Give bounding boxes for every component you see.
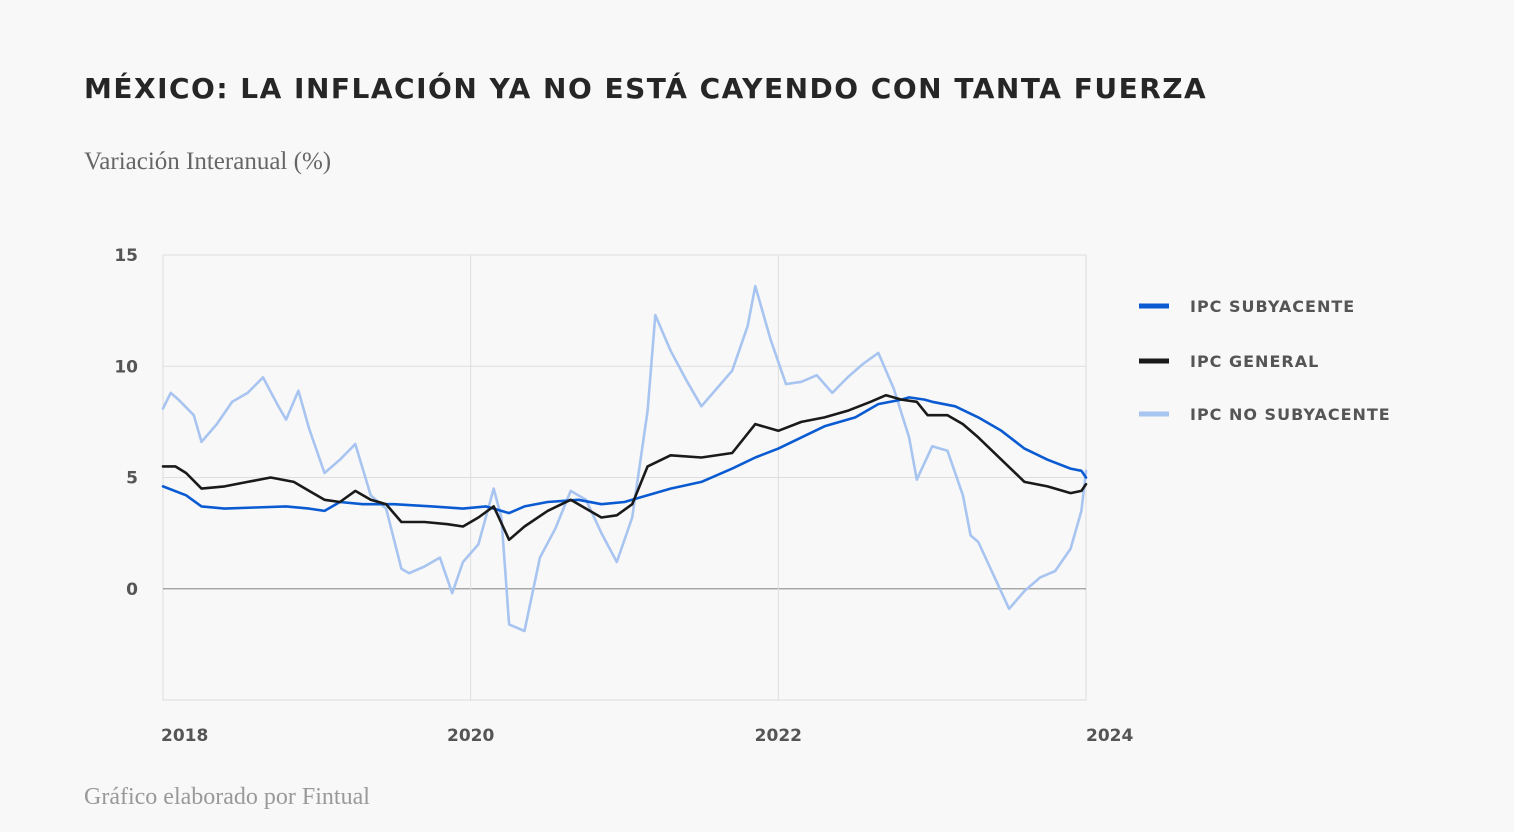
y-tick-label: 15	[114, 246, 138, 266]
x-tick-label: 2024	[1086, 726, 1133, 746]
series-line-ipc-subyacente	[161, 396, 1088, 515]
y-tick-label: 10	[114, 357, 138, 377]
y-tick-label: 5	[126, 469, 138, 489]
legend-label: IPC NO SUBYACENTE	[1190, 405, 1391, 424]
x-tick-label: 2018	[161, 726, 208, 746]
grid	[162, 254, 1087, 701]
chart-subtitle: Variación Interanual (%)	[84, 148, 332, 175]
axis-labels: 15 10 5 0 2018 2020 2022 2024	[114, 246, 1133, 746]
legend-label: IPC SUBYACENTE	[1190, 297, 1355, 316]
series-line-ipc-no-subyacente	[161, 284, 1088, 633]
legend: IPC SUBYACENTE IPC GENERAL IPC NO SUBYACEN…	[1139, 297, 1391, 424]
legend-label: IPC GENERAL	[1190, 352, 1319, 371]
y-tick-label: 0	[126, 580, 138, 600]
footer-credit: Gráfico elaborado por Fintual	[84, 784, 370, 810]
chart-title: MÉXICO: LA INFLACIÓN YA NO ESTÁ CAYENDO …	[84, 72, 1208, 105]
series-lines	[161, 284, 1088, 633]
series-line-ipc-general	[161, 393, 1088, 542]
x-tick-label: 2022	[755, 726, 802, 746]
x-tick-label: 2020	[447, 726, 494, 746]
